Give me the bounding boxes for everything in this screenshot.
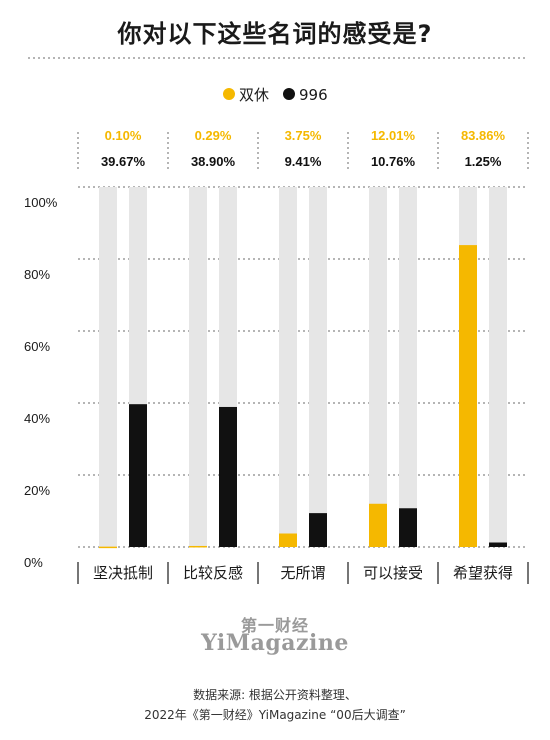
- value-label-weekend: 12.01%: [371, 128, 416, 143]
- y-tick-label: 20%: [24, 483, 50, 498]
- bar-996: [309, 513, 327, 547]
- value-label-996: 1.25%: [465, 154, 502, 169]
- y-tick-label: 60%: [24, 339, 50, 354]
- category-label: 可以接受: [363, 564, 423, 582]
- category-label: 希望获得: [453, 564, 513, 582]
- bar-track: [99, 187, 117, 547]
- brand-logo-chinese: 第一财经: [240, 616, 309, 635]
- value-label-996: 9.41%: [285, 154, 322, 169]
- bar-track: [279, 187, 297, 547]
- value-label-996: 38.90%: [191, 154, 236, 169]
- source-note-line2: 2022年《第一财经》YiMagazine “00后大调查”: [144, 708, 406, 722]
- y-tick-label: 80%: [24, 267, 50, 282]
- value-label-weekend: 83.86%: [461, 128, 506, 143]
- brand-logo-english: YiMagazine: [201, 630, 349, 656]
- bar-track: [189, 187, 207, 547]
- value-label-996: 10.76%: [371, 154, 416, 169]
- bar-track: [369, 187, 387, 547]
- bar-996: [129, 404, 147, 547]
- legend-label-weekend: 双休: [239, 86, 269, 104]
- legend-label-996: 996: [299, 86, 328, 104]
- bar-weekend: [189, 545, 207, 548]
- chart-title: 你对以下这些名词的感受是?: [117, 20, 433, 48]
- value-label-weekend: 3.75%: [285, 128, 322, 143]
- bar-track: [399, 187, 417, 547]
- y-tick-label: 100%: [24, 195, 58, 210]
- bar-weekend: [279, 533, 297, 547]
- legend-marker-996: [283, 88, 295, 100]
- category-label: 坚决抵制: [93, 564, 153, 582]
- y-tick-label: 40%: [24, 411, 50, 426]
- legend-marker-weekend: [223, 88, 235, 100]
- bar-chart: 双休 996 100% 80% 60% 40% 20% 0% 0.10% 39.67% 坚决抵制 0.…: [24, 57, 529, 584]
- y-tick-label: 0%: [24, 555, 43, 570]
- bar-996: [489, 542, 507, 547]
- category-label: 无所谓: [280, 564, 325, 582]
- bar-track: [489, 187, 507, 547]
- bar-weekend: [459, 245, 477, 547]
- value-label-weekend: 0.10%: [105, 128, 142, 143]
- value-label-weekend: 0.29%: [195, 128, 232, 143]
- source-note-line1: 数据来源: 根据公开资料整理、: [193, 688, 357, 702]
- bar-996: [399, 508, 417, 547]
- value-label-996: 39.67%: [101, 154, 146, 169]
- bar-weekend: [99, 546, 117, 549]
- bar-weekend: [369, 503, 387, 547]
- bar-track: [309, 187, 327, 547]
- bar-996: [219, 406, 237, 547]
- category-label: 比较反感: [183, 564, 243, 582]
